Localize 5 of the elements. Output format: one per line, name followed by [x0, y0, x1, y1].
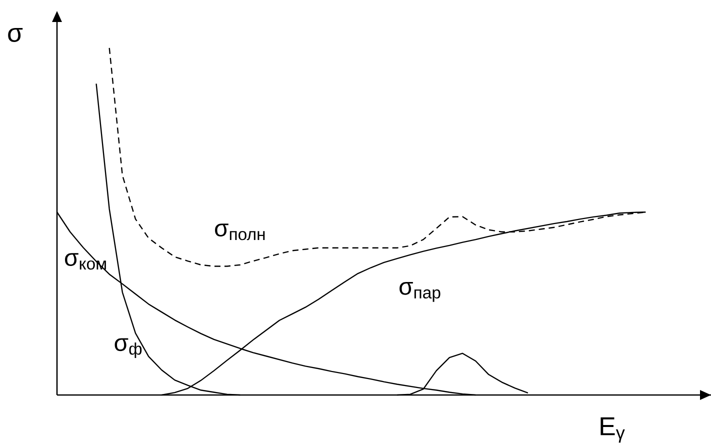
series-label: σ$_{пар}$ [400, 282, 440, 302]
series-label: σ$_{полн}$ [215, 224, 265, 240]
y-axis-title: σ [8, 28, 23, 42]
x-axis-title: E$_{γ}$ [600, 417, 625, 443]
series-label: σ$_{ф}$ [114, 338, 142, 358]
